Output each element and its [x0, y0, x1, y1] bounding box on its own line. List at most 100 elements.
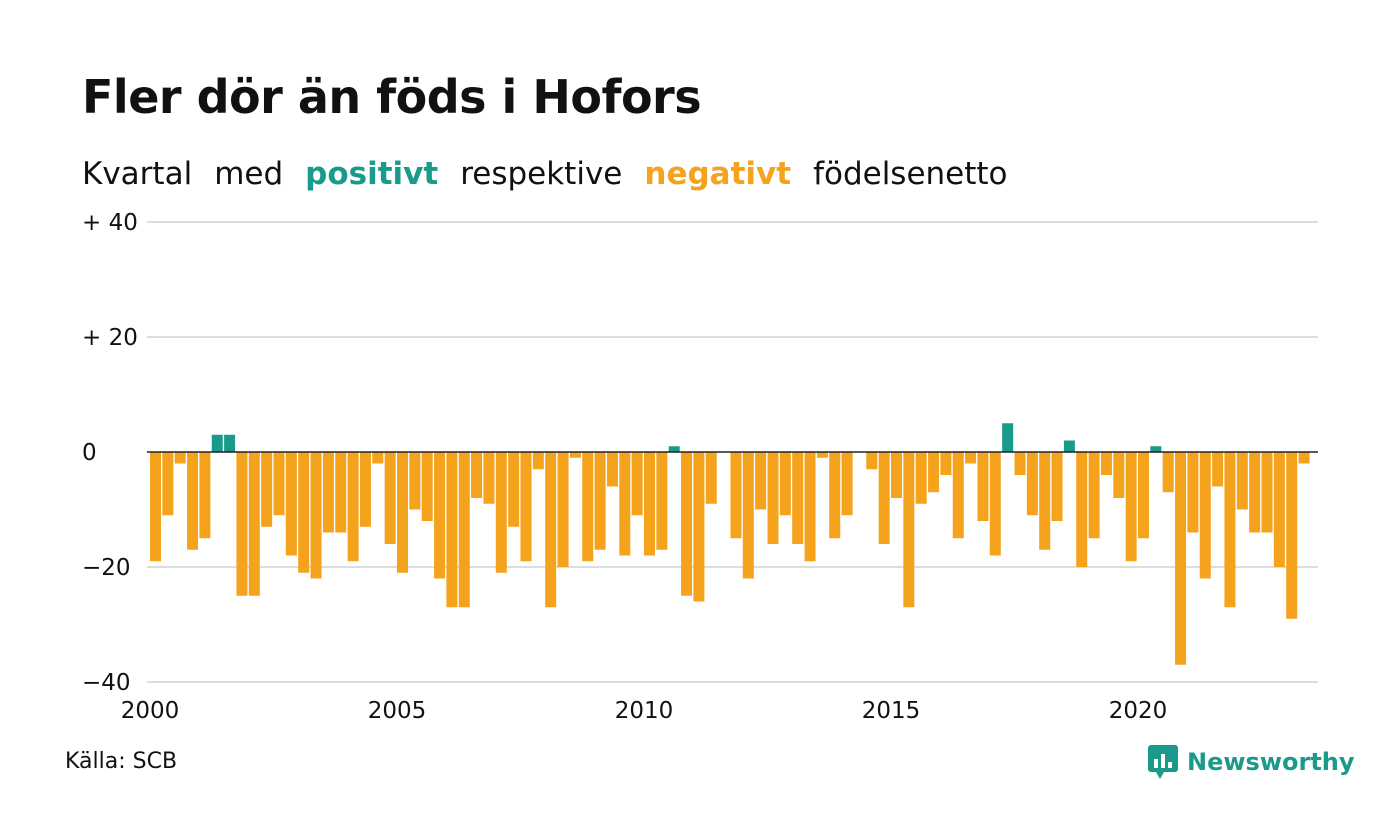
bar [224, 434, 236, 452]
x-tick-label: 2005 [368, 698, 427, 724]
bar [1100, 452, 1112, 475]
bar [150, 452, 161, 562]
bar [755, 452, 767, 510]
bar [273, 452, 285, 516]
bar [940, 452, 952, 475]
subtitle-word: födelsenetto [813, 156, 1008, 192]
bar [199, 452, 211, 539]
bar [866, 452, 878, 470]
bar [458, 452, 470, 608]
bar [335, 452, 347, 533]
bar [162, 452, 174, 516]
bar [915, 452, 927, 504]
bar [174, 452, 186, 464]
bar [1051, 452, 1063, 521]
newsworthy-logo-icon [1148, 745, 1178, 779]
bar [989, 452, 1001, 556]
bar [681, 452, 693, 596]
source-note: Källa: SCB [65, 749, 178, 774]
bar [248, 452, 260, 596]
bar [1199, 452, 1211, 579]
y-tick-label: + 40 [82, 210, 138, 236]
bar [594, 452, 606, 550]
bar [495, 452, 507, 573]
bar [1002, 423, 1014, 452]
bar [792, 452, 804, 544]
bar [829, 452, 841, 539]
subtitle-negative-label: negativt [644, 156, 792, 192]
x-tick-label: 2020 [1109, 698, 1168, 724]
bar [656, 452, 668, 550]
bar [1212, 452, 1224, 487]
bar [1236, 452, 1248, 510]
bar [508, 452, 520, 527]
bar [952, 452, 964, 539]
bar [409, 452, 421, 510]
bar [557, 452, 569, 567]
bar [631, 452, 643, 516]
y-tick-label: −40 [82, 670, 131, 696]
brand-name: Newsworthy [1187, 748, 1355, 776]
bar [211, 434, 223, 452]
bar [1138, 452, 1149, 539]
bar [582, 452, 594, 562]
x-tick-label: 2015 [862, 698, 921, 724]
bar [1249, 452, 1261, 533]
bar [606, 452, 618, 487]
chart-title: Fler dör än föds i Hofors [82, 70, 702, 124]
bar [310, 452, 322, 579]
bar [1088, 452, 1100, 539]
bar [285, 452, 297, 556]
bar [693, 452, 705, 602]
bar [767, 452, 779, 544]
bar [668, 446, 680, 452]
bar [977, 452, 989, 521]
subtitle-word: med [214, 156, 284, 192]
bar [1286, 452, 1298, 619]
subtitle-word: Kvartal [82, 156, 193, 192]
bar [619, 452, 631, 556]
bar [1063, 440, 1075, 452]
bar [298, 452, 310, 573]
bar [1026, 452, 1038, 516]
bar [434, 452, 446, 579]
brand-logo: Newsworthy [1147, 744, 1355, 780]
bar [878, 452, 890, 544]
bar [1039, 452, 1051, 550]
bar [347, 452, 359, 562]
bar [804, 452, 816, 562]
bar [322, 452, 334, 533]
bar [1150, 446, 1162, 452]
y-tick-label: −20 [82, 555, 131, 581]
bar [705, 452, 717, 504]
bar [520, 452, 532, 562]
bar [1113, 452, 1125, 498]
bar [359, 452, 371, 527]
bar [471, 452, 483, 498]
bar [1076, 452, 1088, 567]
bar [1187, 452, 1199, 533]
bar [1162, 452, 1174, 493]
bar [1014, 452, 1026, 475]
bar [1175, 452, 1187, 665]
bar [384, 452, 396, 544]
bar [1273, 452, 1285, 567]
bar [421, 452, 433, 521]
bar [545, 452, 557, 608]
bar [397, 452, 408, 573]
bar [1298, 452, 1310, 464]
bar [236, 452, 248, 596]
y-tick-label: + 20 [82, 325, 138, 351]
x-tick-label: 2010 [615, 698, 674, 724]
bar [730, 452, 742, 539]
bar [742, 452, 754, 579]
bar [965, 452, 977, 464]
bar [891, 452, 902, 498]
bar [261, 452, 273, 527]
bar [1125, 452, 1137, 562]
bar [816, 452, 828, 458]
bar [532, 452, 544, 470]
bar [1224, 452, 1236, 608]
x-tick-label: 2000 [121, 698, 180, 724]
